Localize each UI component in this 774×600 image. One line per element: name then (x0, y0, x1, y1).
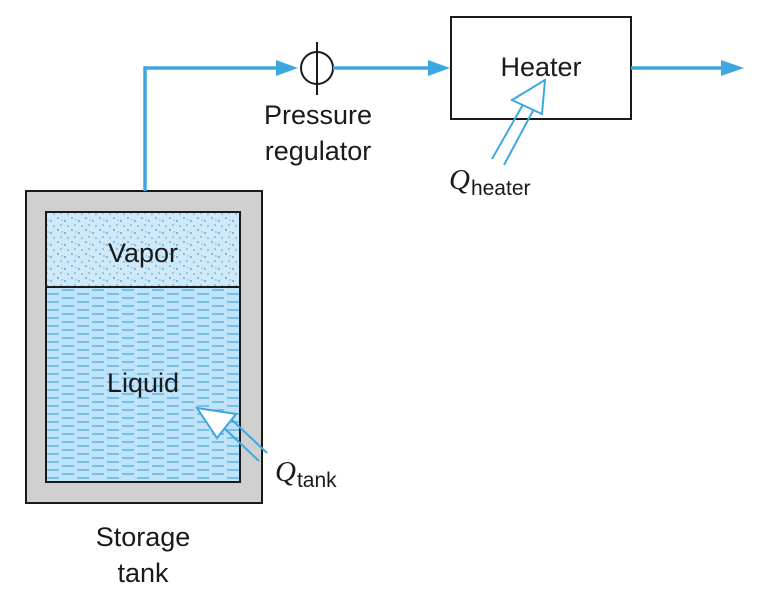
pressure-regulator-icon (300, 42, 334, 95)
q-tank-symbol: Q (275, 456, 296, 488)
q-heater-subscript: heater (471, 177, 531, 200)
vapor-label: Vapor (108, 238, 178, 268)
heater-label: Heater (500, 52, 581, 82)
storage-tank: Vapor Liquid (25, 190, 263, 504)
flow-line-regulator-to-heater (333, 60, 450, 76)
flow-line-tank-to-regulator (143, 60, 298, 191)
heat-arrow-tank (194, 406, 268, 462)
q-tank-label: Qtank (275, 456, 337, 492)
liquid-label: Liquid (107, 368, 179, 398)
pressure-regulator-label-line2: regulator (265, 136, 372, 166)
flow-arrowhead-3 (721, 60, 744, 76)
storage-tank-label-line1: Storage (96, 522, 191, 552)
q-tank-subscript: tank (297, 469, 337, 492)
heat-arrow-heater (491, 78, 547, 166)
flow-arrowhead-1 (276, 60, 298, 76)
liquid-region (45, 286, 241, 483)
q-heater-symbol: Q (449, 164, 470, 196)
pressure-regulator-label-line1: Pressure (264, 100, 372, 130)
flow-line-outlet (631, 60, 744, 76)
storage-tank-label-line2: tank (117, 558, 169, 588)
flow-arrowhead-2 (428, 60, 450, 76)
vapor-region (45, 211, 241, 288)
q-heater-label: Qheater (449, 164, 531, 200)
